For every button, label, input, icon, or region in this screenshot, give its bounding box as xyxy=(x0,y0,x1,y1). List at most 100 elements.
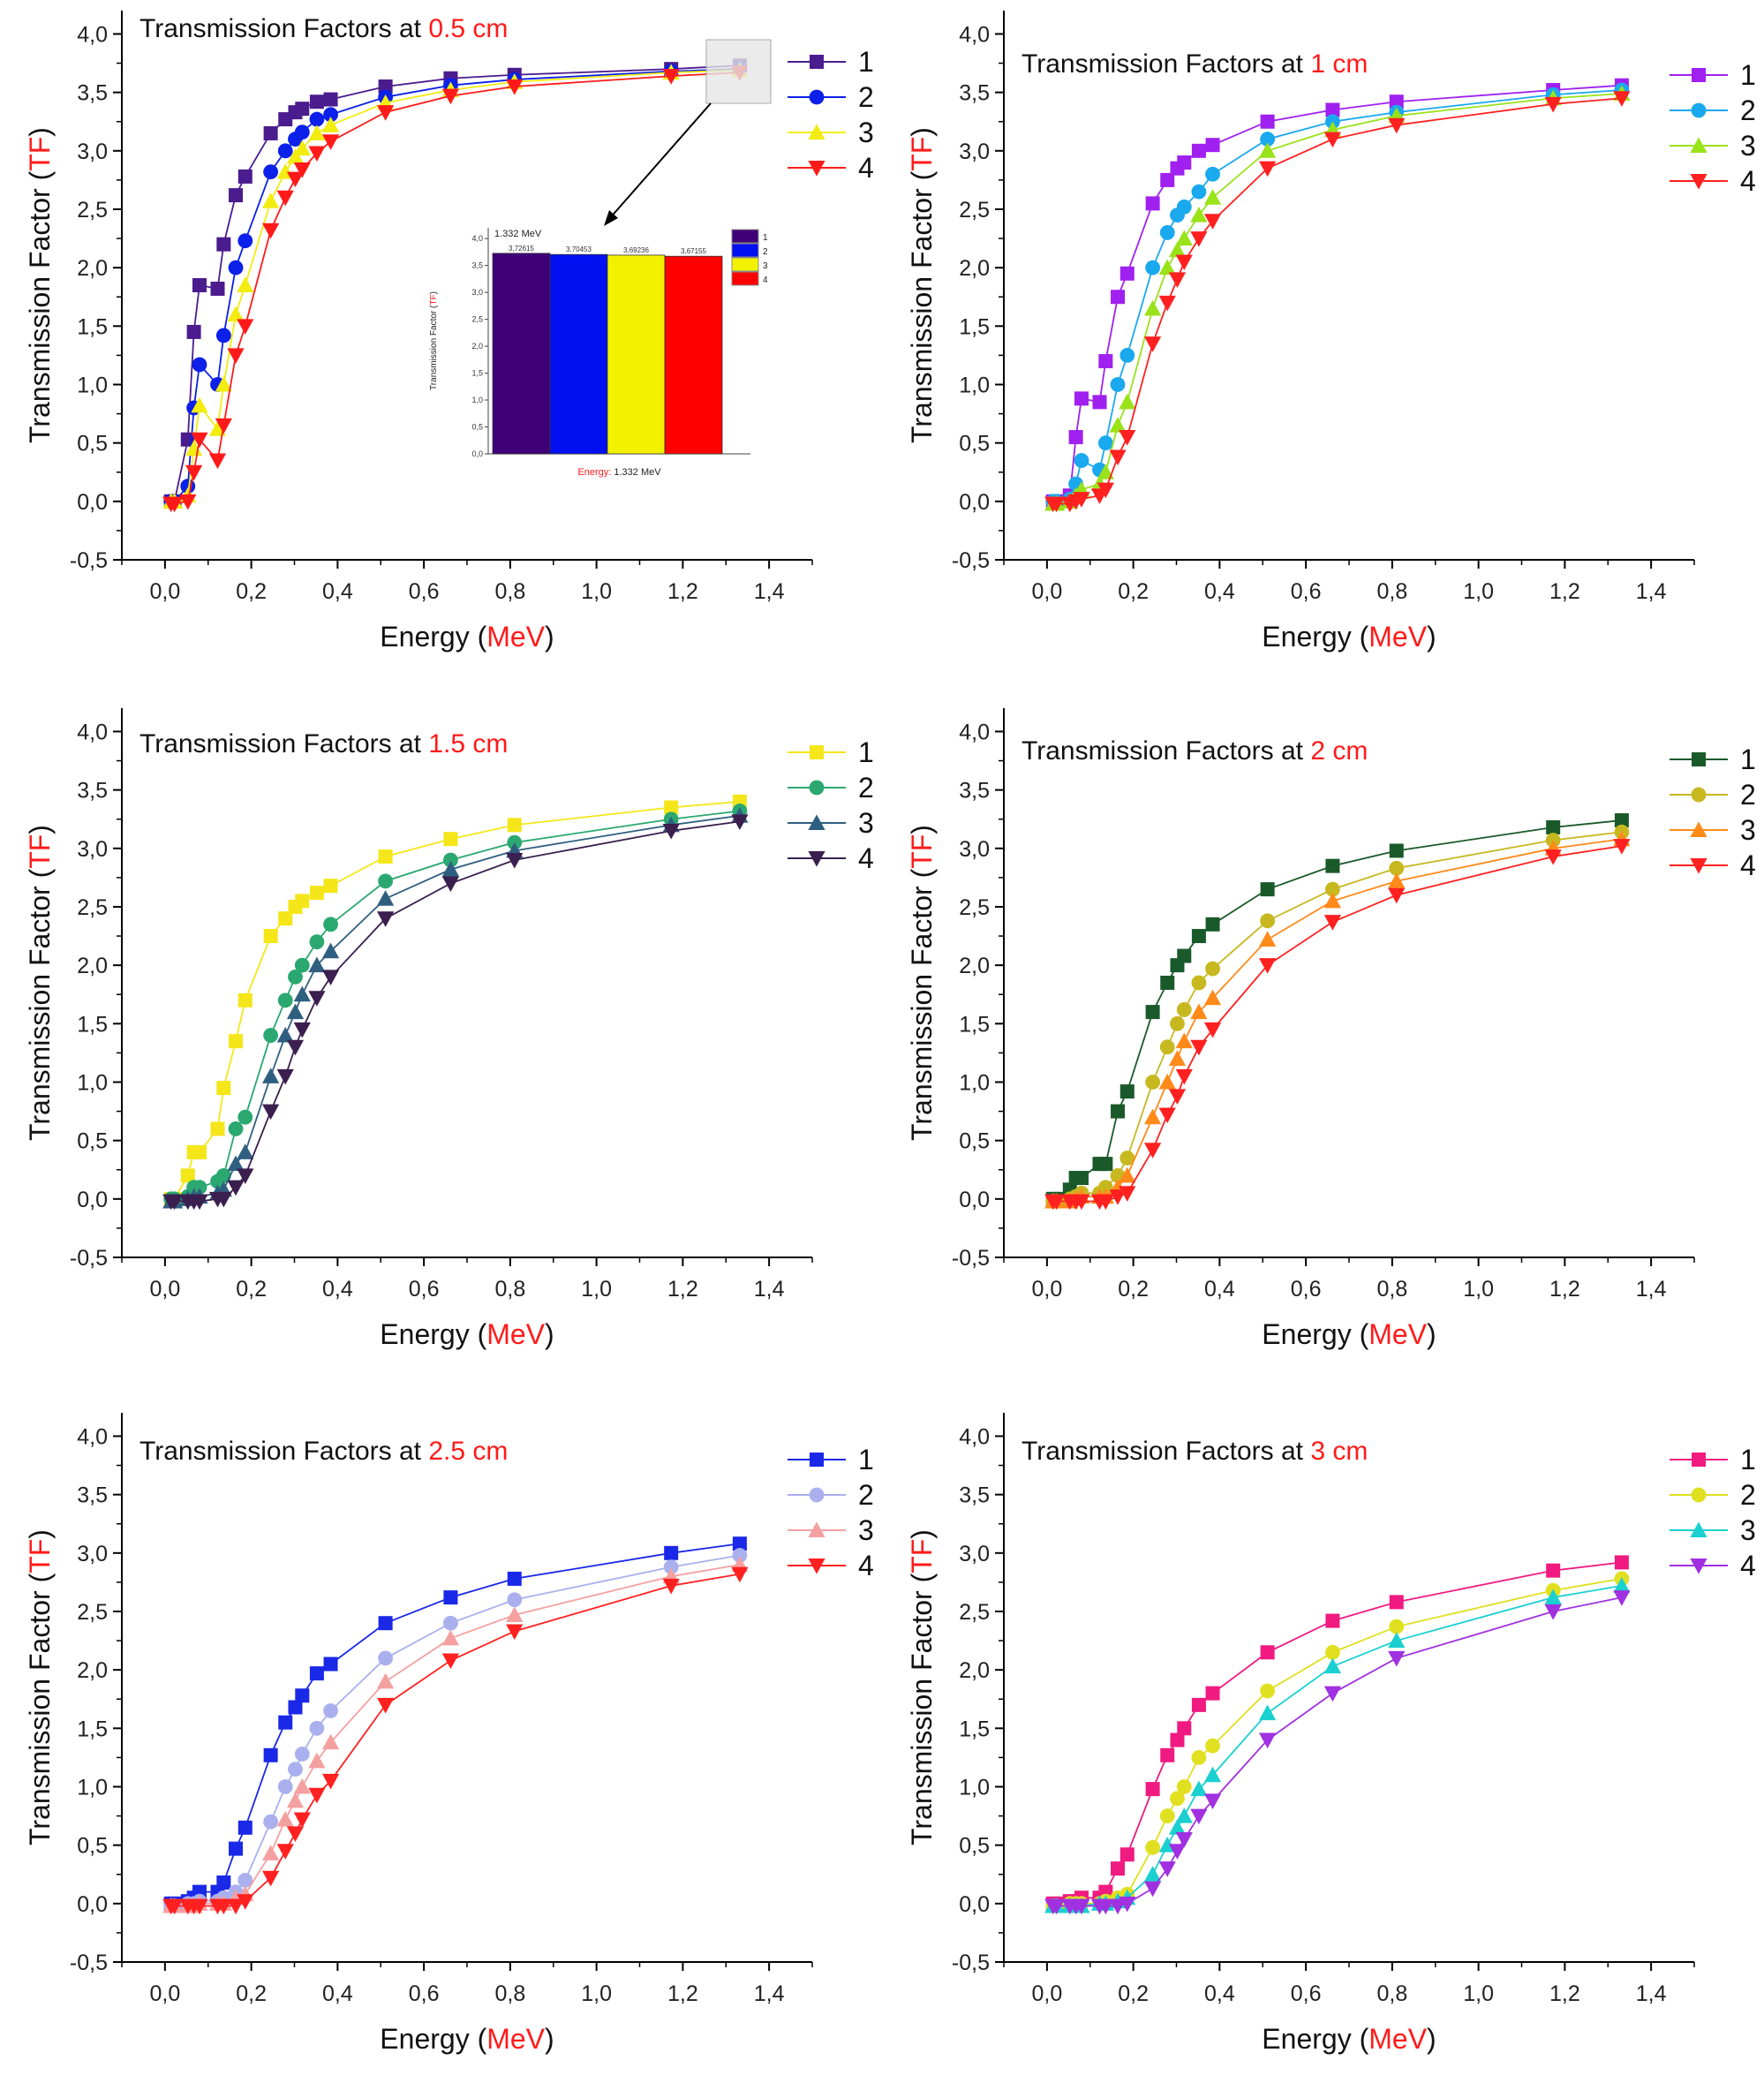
data-point-square xyxy=(192,278,207,292)
y-tick-label: 0,5 xyxy=(77,1834,108,1859)
data-point-triangle-up xyxy=(1388,872,1406,888)
data-point-square xyxy=(1546,819,1561,834)
data-point-triangle-up xyxy=(808,124,825,140)
x-axis-label-prefix: Energy ( xyxy=(380,2023,486,2055)
data-point-triangle-down xyxy=(1203,214,1222,230)
data-point-triangle-up xyxy=(1168,1050,1187,1067)
y-axis-label-suffix: ) xyxy=(906,1529,938,1539)
data-point-triangle-up xyxy=(1190,206,1208,223)
x-axis-label: Energy (MeV) xyxy=(1262,1318,1436,1350)
y-axis-label: Transmission Factor (TF) xyxy=(906,127,938,443)
data-point-triangle-up xyxy=(377,890,395,906)
data-point-circle xyxy=(309,111,325,127)
chart-title-thickness: 1.5 cm xyxy=(428,729,508,758)
y-tick-label: 0,0 xyxy=(77,1188,108,1212)
data-point-triangle-down xyxy=(1097,1194,1114,1211)
x-tick-label: 1,4 xyxy=(754,579,785,604)
chart-title: Transmission Factors at 1.5 cm xyxy=(139,729,508,758)
data-point-square xyxy=(378,1616,393,1631)
x-axis-label-unit: MeV xyxy=(1368,621,1427,653)
data-point-circle xyxy=(1191,184,1207,200)
series-line xyxy=(1052,93,1622,505)
data-point-circle xyxy=(507,1592,523,1608)
series-3 xyxy=(162,1556,749,1913)
x-tick-label: 1,0 xyxy=(581,579,612,604)
x-tick-label: 1,2 xyxy=(1549,1277,1580,1302)
data-point-circle xyxy=(1159,1808,1175,1823)
data-point-triangle-up xyxy=(308,956,326,973)
data-point-square xyxy=(664,1545,679,1560)
data-point-triangle-down xyxy=(1168,1089,1187,1105)
inset-legend-swatch xyxy=(731,229,759,244)
data-point-triangle-down xyxy=(808,161,825,177)
data-point-triangle-up xyxy=(808,1521,825,1537)
data-point-square xyxy=(237,169,253,184)
data-point-circle xyxy=(1145,260,1161,275)
series-1 xyxy=(163,1536,747,1911)
y-axis-label-suffix: ) xyxy=(906,825,938,834)
inset-bar xyxy=(664,255,723,455)
data-point-triangle-down xyxy=(1175,254,1193,271)
data-point-triangle-down xyxy=(1168,1844,1187,1860)
y-tick-label: 0,5 xyxy=(77,432,108,457)
data-point-triangle-down xyxy=(1119,1896,1136,1913)
data-point-square xyxy=(263,125,278,140)
data-point-triangle-up xyxy=(237,1143,254,1159)
inset-legend-label: 4 xyxy=(763,275,768,285)
data-point-triangle-up xyxy=(227,306,245,322)
y-tick-label: -0,5 xyxy=(952,548,990,573)
data-point-triangle-down xyxy=(227,348,245,365)
chart-title-thickness: 1 cm xyxy=(1310,49,1368,79)
data-point-triangle-up xyxy=(1323,892,1342,909)
inset-y-tick-label: 0,5 xyxy=(471,423,483,432)
data-point-triangle-up xyxy=(1175,1032,1193,1049)
data-point-square xyxy=(237,992,253,1007)
x-axis-label: Energy (MeV) xyxy=(380,2023,554,2055)
data-point-square xyxy=(323,92,338,107)
inset-y-axis-label: Transmission Factor (TF) xyxy=(429,291,439,390)
x-tick-label: 1,0 xyxy=(581,1981,612,2006)
x-tick-label: 1,0 xyxy=(581,1277,612,1302)
x-axis-label-suffix: ) xyxy=(1427,1318,1436,1350)
data-point-square xyxy=(1389,1595,1404,1610)
legend-label: 1 xyxy=(1740,59,1756,91)
line-chart: -0,5 0,0 0,5 1,0 1,5 2,0 2,5 3,0 3,5 4,0 0,0 0,2 0,4… xyxy=(24,11,874,653)
data-point-triangle-down xyxy=(1190,1039,1208,1056)
legend-label: 3 xyxy=(858,1514,874,1546)
series-4 xyxy=(162,814,749,1211)
x-tick-label: 1,4 xyxy=(1636,579,1667,604)
data-point-triangle-down xyxy=(276,190,294,207)
data-point-square xyxy=(1119,1847,1135,1862)
data-point-circle xyxy=(1119,348,1135,363)
line-chart: -0,5 0,0 0,5 1,0 1,5 2,0 2,5 3,0 3,5 4,0 0,0 0,2 0,4… xyxy=(906,708,1756,1350)
y-tick-label: 0,0 xyxy=(77,490,108,515)
chart-panel: -0,5 0,0 0,5 1,0 1,5 2,0 2,5 3,0 3,5 4,0 0,0 0,2 0,4… xyxy=(0,698,882,1389)
x-tick-label: 1,2 xyxy=(667,1981,698,2006)
x-tick-label: 0,0 xyxy=(1031,1277,1062,1302)
chart-title: Transmission Factors at 0.5 cm xyxy=(139,14,508,43)
x-tick-label: 0,2 xyxy=(1118,1277,1149,1302)
data-point-circle xyxy=(1691,1487,1707,1503)
data-point-circle xyxy=(309,1720,325,1736)
data-point-triangle-up xyxy=(191,396,208,413)
x-tick-label: 0,6 xyxy=(1291,1277,1322,1302)
inset-bar xyxy=(549,253,608,455)
legend-label: 4 xyxy=(858,1550,874,1581)
data-point-triangle-up xyxy=(1190,1780,1208,1797)
data-point-circle xyxy=(1170,1015,1185,1031)
inset-bar-label: 3,67155 xyxy=(681,247,706,255)
x-tick-label: 0,0 xyxy=(149,1277,180,1302)
data-point-circle xyxy=(1205,166,1220,182)
data-point-triangle-down xyxy=(1323,132,1342,148)
data-point-triangle-down xyxy=(1097,1898,1114,1915)
series-line xyxy=(170,1554,741,1907)
data-point-square xyxy=(732,1536,747,1551)
data-point-circle xyxy=(1260,132,1276,147)
x-axis-label-prefix: Energy ( xyxy=(380,1318,486,1350)
data-point-triangle-down xyxy=(1119,1186,1136,1202)
data-point-circle xyxy=(263,164,279,180)
chart-title-prefix: Transmission Factors at xyxy=(139,1437,428,1466)
series-line xyxy=(1052,1584,1623,1907)
legend-label: 1 xyxy=(858,46,874,78)
